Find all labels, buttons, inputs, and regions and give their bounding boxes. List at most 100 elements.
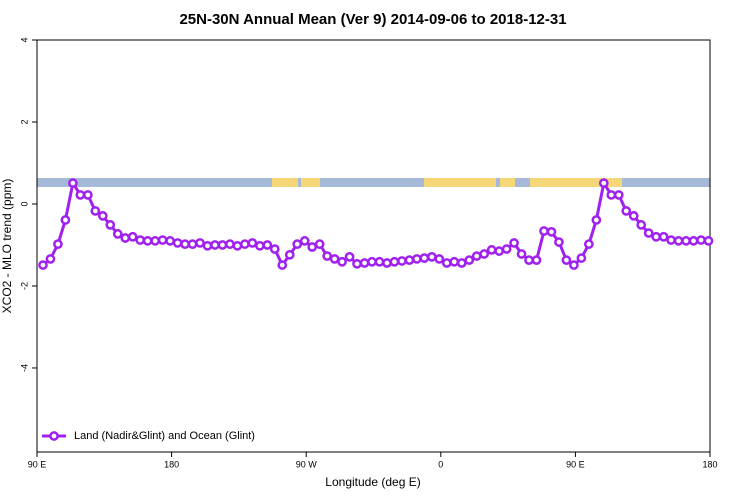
data-point <box>464 255 475 265</box>
data-point <box>374 256 385 267</box>
data-point <box>195 238 205 248</box>
data-point <box>673 236 684 246</box>
y-axis-label: XCO2 - MLO trend (ppm) <box>0 179 14 314</box>
data-point <box>651 231 662 242</box>
data-point <box>344 252 355 262</box>
data-point <box>247 238 258 248</box>
data-point <box>269 244 280 254</box>
y-tick-label: 4 <box>19 37 29 42</box>
data-point <box>389 256 400 267</box>
y-tick-label: -4 <box>19 364 29 372</box>
data-point <box>150 236 160 246</box>
data-point <box>307 242 318 252</box>
data-point <box>636 220 647 230</box>
land-ocean-strip <box>37 178 710 187</box>
data-point <box>449 256 460 267</box>
data-point <box>598 178 609 188</box>
data-point <box>180 239 190 250</box>
data-point <box>613 190 624 200</box>
y-tick-label: 2 <box>19 119 29 124</box>
data-point <box>367 256 377 267</box>
data-point <box>486 245 497 255</box>
data-point <box>82 190 93 200</box>
data-point <box>45 254 56 264</box>
data-point <box>157 235 168 245</box>
data-point <box>509 238 519 248</box>
data-point <box>127 231 138 242</box>
data-point <box>531 255 542 265</box>
data-point <box>299 236 310 246</box>
data-point <box>120 233 131 243</box>
data-point <box>352 258 362 269</box>
data-point <box>681 236 691 246</box>
data-point <box>643 228 654 238</box>
data-point <box>277 260 288 270</box>
data-point <box>165 236 175 246</box>
data-point <box>419 253 430 263</box>
data-point <box>412 254 422 264</box>
data-point <box>546 227 557 237</box>
legend-label: Land (Nadir&Glint) and Ocean (Glint) <box>74 430 255 442</box>
data-point <box>75 190 86 200</box>
data-point <box>38 260 48 270</box>
data-point <box>210 240 220 250</box>
data-point <box>441 258 452 268</box>
plot-frame <box>36 39 711 453</box>
data-point <box>217 240 228 250</box>
data-point <box>90 206 101 216</box>
data-point <box>539 226 549 236</box>
data-point <box>456 258 467 268</box>
data-point <box>494 246 504 256</box>
data-point <box>584 239 594 250</box>
data-point <box>561 255 572 265</box>
data-point <box>254 240 265 251</box>
x-tick-label: 180 <box>164 459 179 469</box>
data-point <box>606 190 617 200</box>
data-point <box>232 240 243 251</box>
data-point <box>382 258 392 268</box>
data-point <box>135 235 146 245</box>
data-point <box>576 253 587 263</box>
data-point <box>225 239 235 250</box>
data-point <box>202 240 213 251</box>
data-point <box>68 178 78 188</box>
data-point <box>524 255 534 265</box>
data-point <box>322 251 332 261</box>
legend-marker <box>49 431 59 441</box>
data-point <box>53 239 63 250</box>
data-point <box>404 255 415 265</box>
x-tick-label: 180 <box>702 459 717 469</box>
data-point <box>97 211 108 221</box>
data-point <box>112 229 123 239</box>
data-point <box>658 231 669 242</box>
data-point <box>479 249 490 259</box>
data-point <box>105 220 116 230</box>
data-point <box>516 249 527 259</box>
data-point <box>591 215 602 225</box>
data-point <box>172 238 183 248</box>
data-point <box>292 239 303 250</box>
data-point <box>471 251 482 261</box>
data-point <box>284 249 295 260</box>
data-point <box>434 254 445 264</box>
data-point <box>187 239 198 250</box>
data-point <box>329 254 340 264</box>
x-tick-label: 90 W <box>296 459 318 469</box>
y-tick-label: -2 <box>19 282 29 290</box>
data-point <box>397 256 407 266</box>
data-point <box>696 235 706 245</box>
data-point <box>628 211 639 221</box>
x-tick-label: 90 E <box>566 459 585 469</box>
data-point <box>240 239 250 250</box>
data-point <box>569 260 579 270</box>
data-point <box>359 258 370 268</box>
data-point <box>262 240 273 250</box>
data-point <box>426 252 437 262</box>
chart-title: 25N-30N Annual Mean (Ver 9) 2014-09-06 t… <box>179 11 566 28</box>
data-point <box>60 215 71 225</box>
y-tick-label: 0 <box>19 201 29 206</box>
data-point <box>142 236 153 246</box>
data-point <box>314 239 325 250</box>
data-point <box>337 256 347 267</box>
